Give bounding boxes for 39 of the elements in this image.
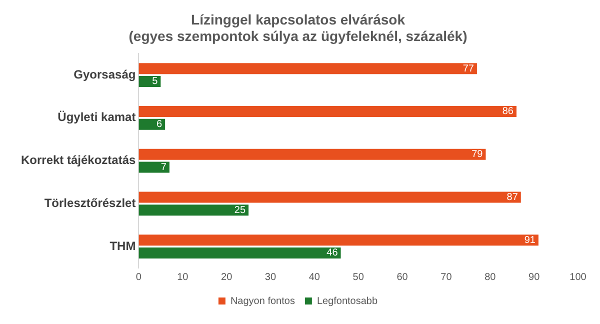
data-label: 25 [234, 204, 246, 216]
y-tick-label: Ügyleti kamat [58, 110, 136, 124]
data-label: 87 [506, 192, 518, 203]
x-tick-label: 30 [264, 272, 276, 283]
data-label: 86 [502, 106, 514, 118]
y-tick-label: THM [110, 238, 136, 253]
y-tick-label: Törlesztőrészlet [44, 196, 136, 210]
x-tick-label: 60 [396, 272, 408, 283]
chart-title: Lízinggel kapcsolatos elvárások [191, 11, 406, 28]
data-label: 79 [472, 149, 484, 160]
bar [138, 118, 166, 130]
bar [138, 192, 521, 203]
bar [138, 204, 249, 216]
data-label: 5 [152, 76, 158, 88]
data-label: 91 [524, 234, 536, 246]
legend-label: Nagyon fontos [230, 296, 295, 307]
bar [138, 248, 341, 258]
data-label: 77 [462, 63, 474, 74]
x-tick-label: 20 [221, 272, 233, 283]
x-tick-label: 90 [528, 272, 540, 283]
x-tick-label: 10 [177, 272, 189, 283]
data-label: 6 [156, 119, 163, 130]
legend-label: Legfontosabb [316, 296, 378, 307]
x-tick-label: 70 [440, 272, 452, 283]
x-tick-label: 80 [484, 272, 496, 283]
x-tick-label: 50 [352, 272, 364, 283]
bar [138, 162, 170, 173]
y-tick-label: Korrekt tájékoztatás [20, 153, 136, 168]
x-tick-label: 0 [136, 272, 142, 283]
x-tick-label: 40 [308, 272, 320, 283]
y-tick-label: Gyorsaság [74, 67, 136, 82]
bar [138, 148, 486, 160]
chart-subtitle: (egyes szempontok súlya az ügyfeleknél, százalék) [128, 28, 468, 44]
data-label: 7 [160, 162, 167, 173]
x-tick-label: 100 [570, 272, 587, 283]
bar [138, 106, 516, 117]
bar [138, 234, 538, 246]
data-label: 46 [326, 248, 338, 259]
bar [138, 63, 477, 74]
